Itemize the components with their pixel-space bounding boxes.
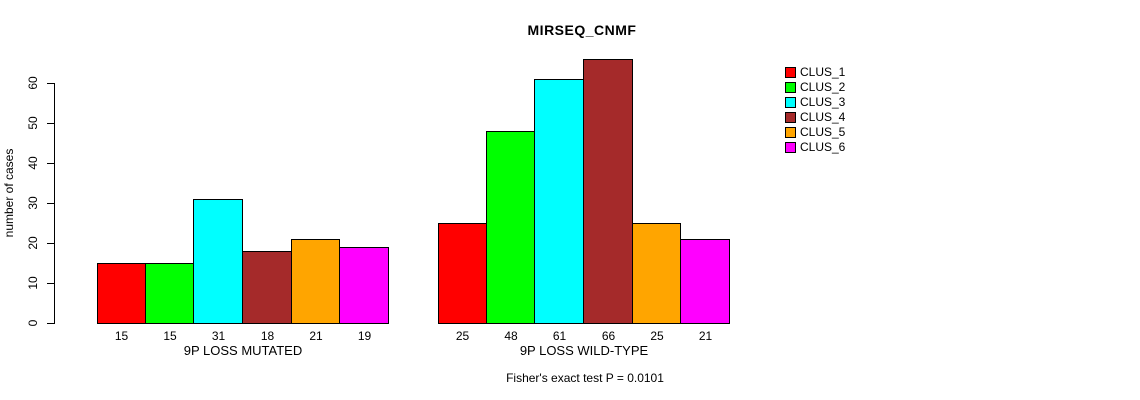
bar-value-label: 21 — [309, 329, 323, 343]
footnote-text: Fisher's exact test P = 0.0101 — [506, 371, 664, 385]
y-tick-mark — [47, 83, 55, 84]
bar — [438, 223, 487, 324]
bar — [291, 239, 340, 324]
legend-item: CLUS_1 — [785, 65, 846, 79]
y-tick-mark — [47, 203, 55, 204]
bar-value-label: 66 — [601, 329, 616, 343]
bar-value-label: 19 — [357, 329, 372, 343]
bar-value-label: 25 — [455, 329, 470, 343]
bar — [193, 199, 243, 324]
y-tick-label: 0 — [26, 319, 40, 327]
legend-swatch — [785, 81, 796, 93]
legend-item: CLUS_5 — [785, 125, 846, 139]
bar-value-label: 25 — [650, 329, 664, 343]
legend-label: CLUS_3 — [800, 95, 846, 109]
legend-label: CLUS_1 — [800, 65, 846, 79]
bar — [583, 59, 633, 324]
bar-value-label: 15 — [163, 329, 177, 343]
bar — [242, 251, 292, 324]
legend-label: CLUS_4 — [800, 110, 846, 124]
y-tick-mark — [47, 323, 55, 324]
y-tick-mark — [47, 283, 55, 284]
y-tick-label: 50 — [26, 116, 40, 130]
bar — [97, 263, 146, 324]
bar-value-label: 48 — [504, 329, 518, 343]
legend-item: CLUS_4 — [785, 110, 846, 124]
y-tick-mark — [47, 123, 55, 124]
bar — [486, 131, 535, 324]
bar-value-label: 18 — [260, 329, 275, 343]
chart-title: MIRSEQ_CNMF — [527, 22, 637, 38]
bar-value-label: 21 — [698, 329, 713, 343]
y-tick-mark — [47, 243, 55, 244]
x-axis-group-label: 9P LOSS WILD-TYPE — [519, 343, 649, 358]
y-tick-label: 20 — [26, 236, 40, 250]
bar-value-label: 61 — [552, 329, 567, 343]
bar — [680, 239, 730, 324]
legend-swatch — [785, 66, 796, 78]
y-tick-mark — [47, 163, 55, 164]
legend-swatch — [785, 141, 796, 153]
bar — [339, 247, 389, 324]
y-tick-label: 60 — [26, 76, 40, 90]
bar — [534, 79, 584, 324]
legend-item: CLUS_6 — [785, 140, 846, 154]
legend-label: CLUS_5 — [800, 125, 846, 139]
legend-swatch — [785, 126, 796, 138]
bar-value-label: 31 — [211, 329, 226, 343]
bar-value-label: 15 — [114, 329, 129, 343]
legend-label: CLUS_2 — [800, 80, 846, 94]
x-axis-group-label: 9P LOSS MUTATED — [183, 343, 303, 358]
legend-label: CLUS_6 — [800, 140, 846, 154]
y-axis-label: number of cases — [2, 148, 16, 238]
legend-swatch — [785, 111, 796, 123]
legend-item: CLUS_3 — [785, 95, 846, 109]
bar — [145, 263, 194, 324]
y-tick-label: 10 — [26, 276, 40, 290]
y-tick-label: 40 — [26, 156, 40, 170]
y-tick-label: 30 — [26, 196, 40, 210]
legend-item: CLUS_2 — [785, 80, 846, 94]
bar — [632, 223, 681, 324]
legend-swatch — [785, 96, 796, 108]
